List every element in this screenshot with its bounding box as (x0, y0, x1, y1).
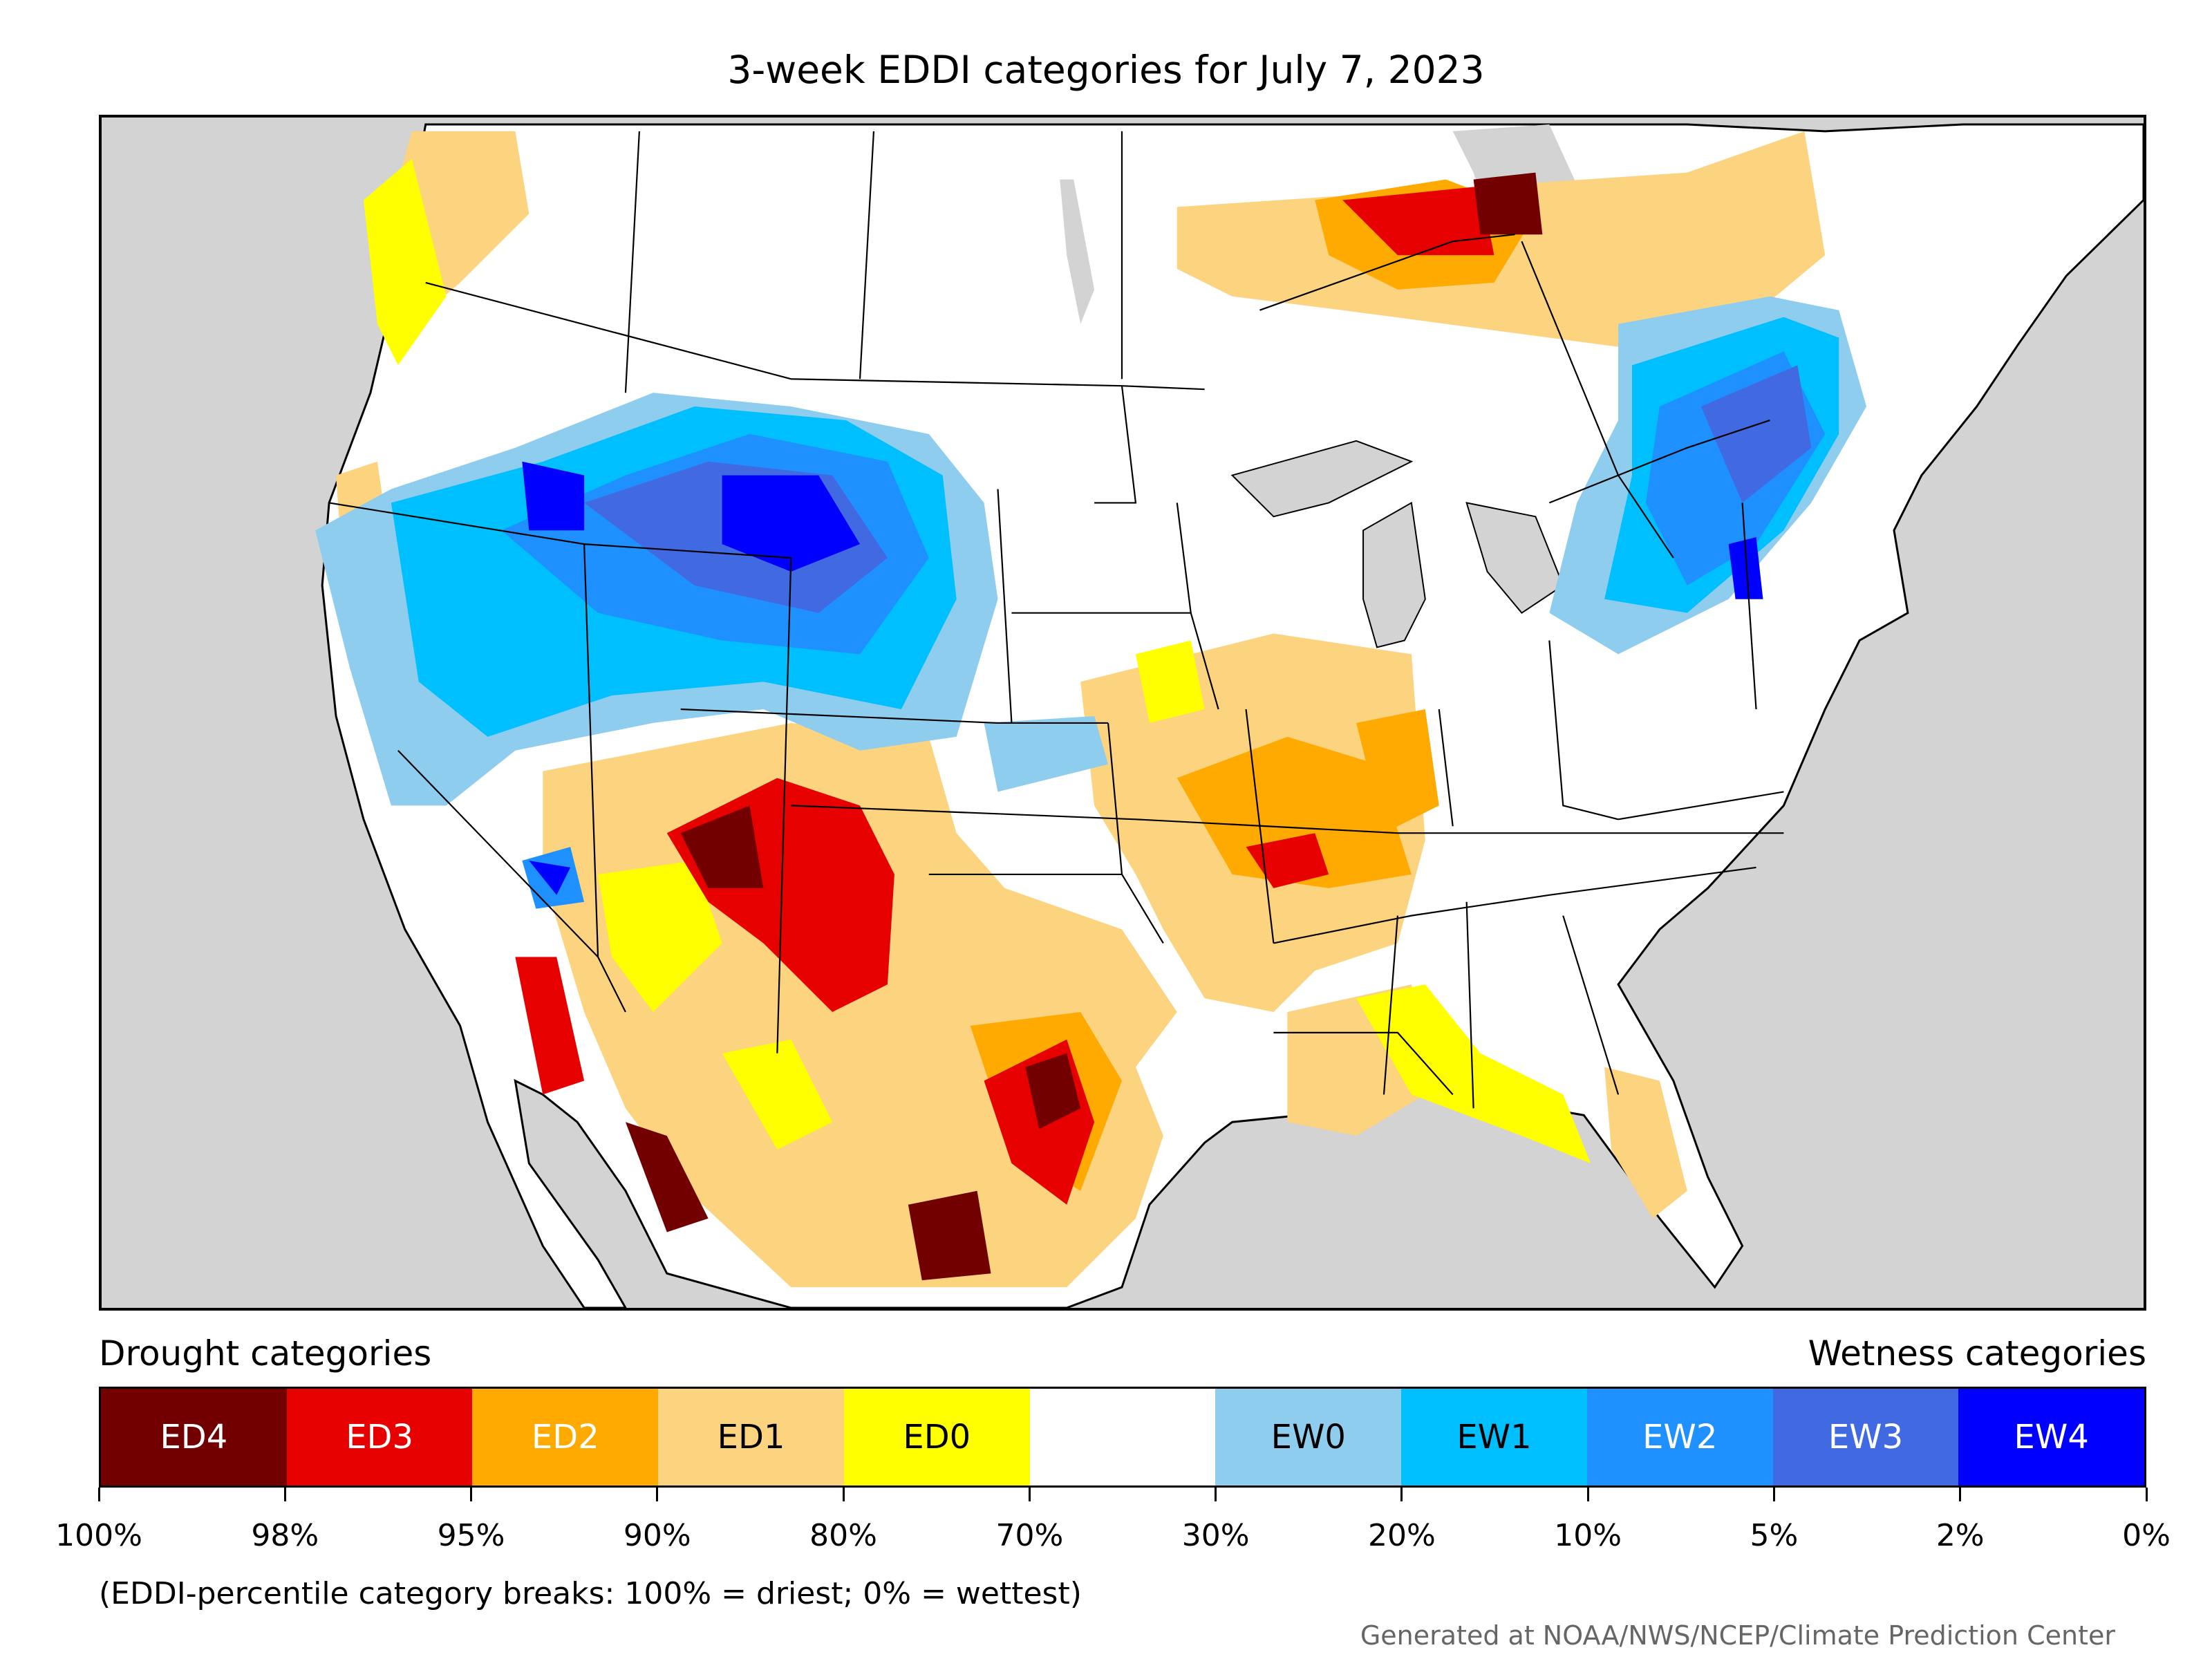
colorbar-cell-ed3: ED3 (286, 1389, 473, 1485)
eddi-map (99, 115, 2146, 1311)
tick-mark (656, 1488, 659, 1501)
boundaries (328, 131, 1784, 1109)
colorbar-cell-ew3: EW3 (1772, 1389, 1959, 1485)
map-title: 3-week EDDI categories for July 7, 2023 (727, 48, 1485, 92)
colorbar-cell-ed2: ED2 (472, 1389, 659, 1485)
tick-label: 80% (809, 1518, 877, 1553)
category-note: (EDDI-percentile category breaks: 100% =… (99, 1576, 1082, 1611)
category-colorbar: ED4 ED3 ED2 ED1 ED0 EW0 EW1 EW2 EW3 EW4 (99, 1387, 2146, 1488)
tick-mark (1215, 1488, 1217, 1501)
colorbar-cell-ew0: EW0 (1215, 1389, 1402, 1485)
tick-mark (1772, 1488, 1775, 1501)
colorbar-cell-ew2: EW2 (1586, 1389, 1773, 1485)
tick-mark (470, 1488, 473, 1501)
tick-label: 2% (1936, 1518, 1985, 1553)
tick-mark (1028, 1488, 1031, 1501)
tick-mark (283, 1488, 286, 1501)
percentile-ticks: 100% 98% 95% 90% 80% 70% 30% 20% 10% 5% 2% 0% (55, 1488, 2171, 1553)
drought-categories-heading: Drought categories (99, 1333, 432, 1374)
tick-mark (842, 1488, 845, 1501)
tick-label: 95% (437, 1518, 505, 1553)
tick-mark (1586, 1488, 1589, 1501)
colorbar-cell-ew1: EW1 (1401, 1389, 1587, 1485)
colorbar-cell-ew4: EW4 (1958, 1389, 2145, 1485)
colorbar-cell-ed0: ED0 (843, 1389, 1030, 1485)
tick-label: 98% (251, 1518, 319, 1553)
colorbar-cell-none (1029, 1389, 1216, 1485)
eddi-shading (315, 131, 1867, 1288)
tick-label: 100% (55, 1518, 142, 1553)
tick-label: 0% (2122, 1518, 2171, 1553)
tick-mark (2145, 1488, 2148, 1501)
colorbar-cell-ed1: ED1 (658, 1389, 844, 1485)
colorbar-cell-ed4: ED4 (101, 1389, 287, 1485)
tick-label: 30% (1181, 1518, 1250, 1553)
tick-label: 20% (1368, 1518, 1436, 1553)
tick-label: 5% (1750, 1518, 1799, 1553)
tick-mark (1400, 1488, 1403, 1501)
wetness-categories-heading: Wetness categories (1808, 1333, 2146, 1374)
tick-label: 90% (623, 1518, 691, 1553)
tick-label: 10% (1554, 1518, 1622, 1553)
lake-winnipeg (1060, 179, 1095, 324)
credit-line: Generated at NOAA/NWS/NCEP/Climate Predi… (1360, 1620, 2115, 1651)
tick-mark (97, 1488, 100, 1501)
tick-label: 70% (995, 1518, 1064, 1553)
map-canvas (315, 123, 2144, 1308)
tick-mark (1959, 1488, 1962, 1501)
